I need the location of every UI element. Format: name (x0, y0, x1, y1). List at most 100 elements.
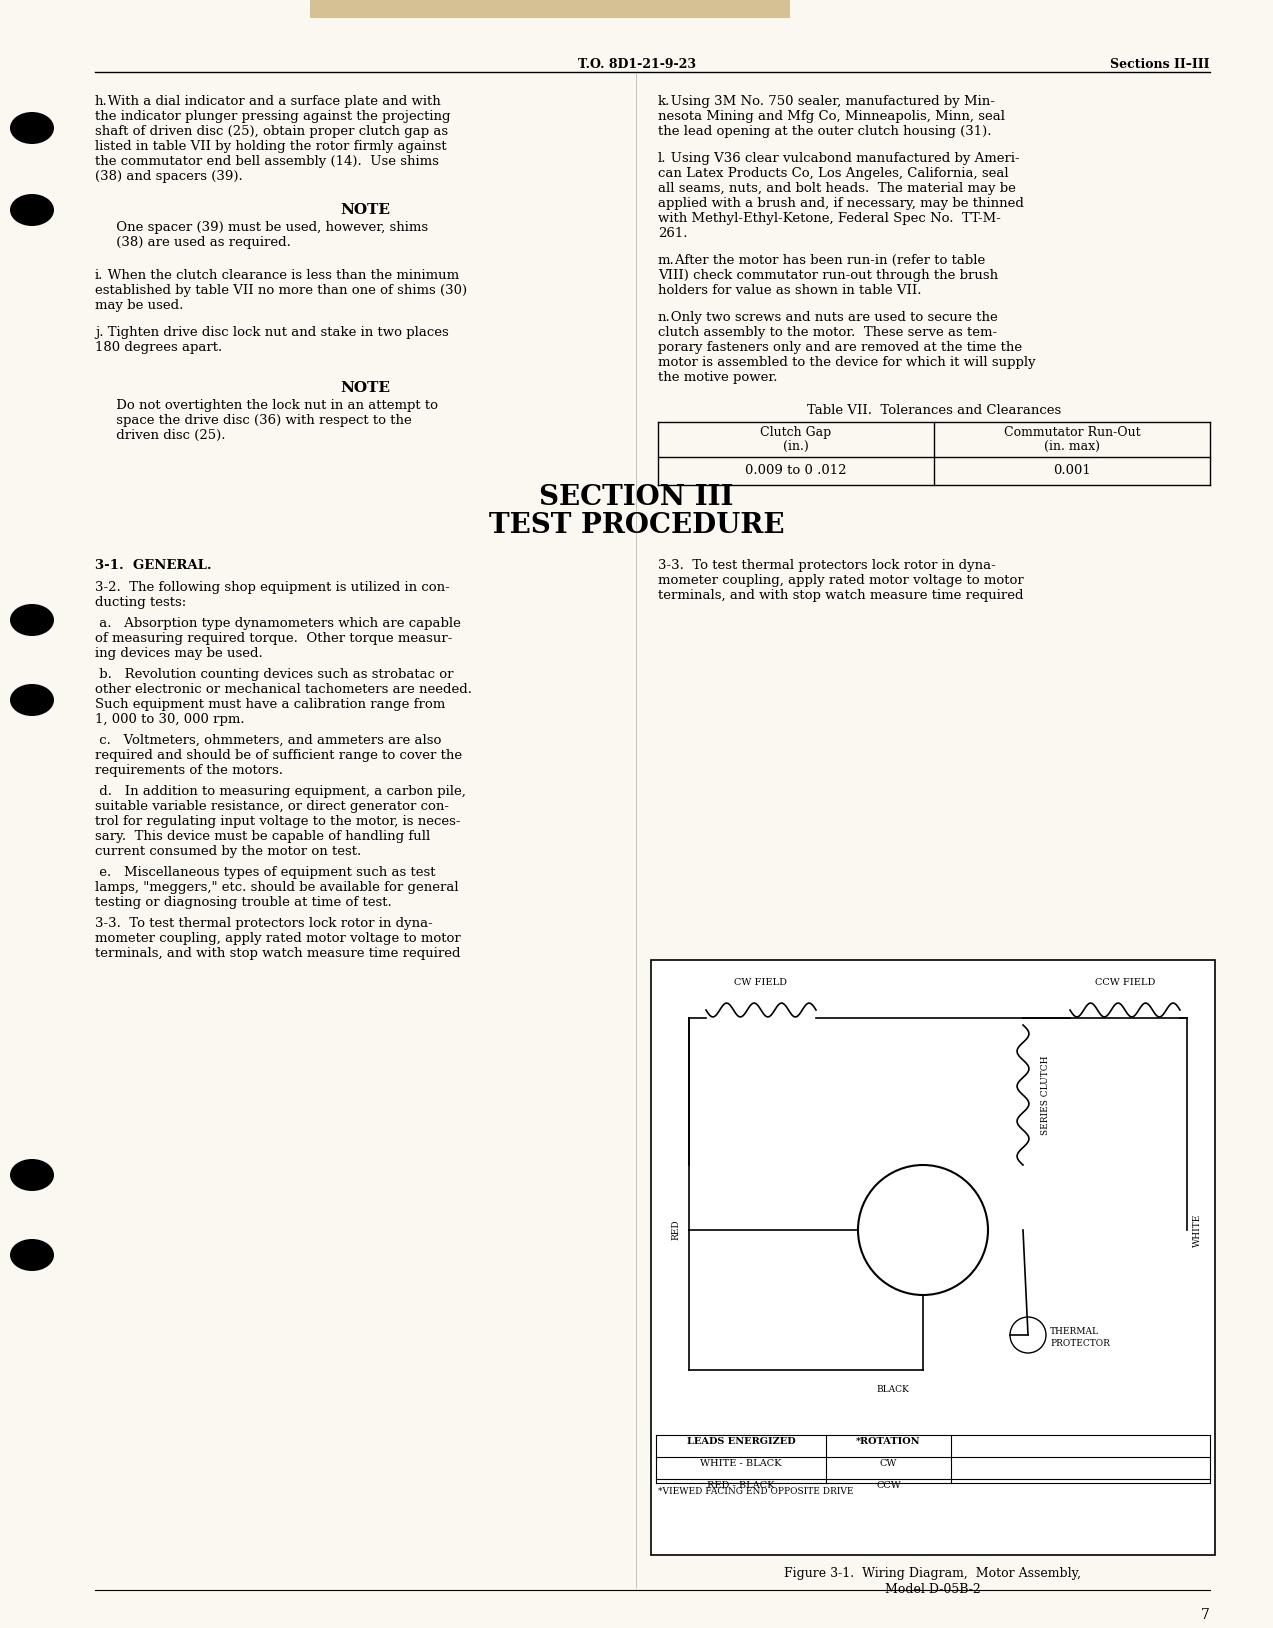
Text: porary fasteners only and are removed at the time the: porary fasteners only and are removed at… (658, 340, 1022, 353)
Text: RED: RED (671, 1219, 681, 1241)
Text: trol for regulating input voltage to the motor, is neces-: trol for regulating input voltage to the… (95, 816, 461, 829)
Text: LEADS ENERGIZED: LEADS ENERGIZED (686, 1438, 796, 1446)
Text: can Latex Products Co, Los Angeles, California, seal: can Latex Products Co, Los Angeles, Cali… (658, 168, 1008, 181)
Text: established by table VII no more than one of shims (30): established by table VII no more than on… (95, 283, 467, 296)
Ellipse shape (10, 1159, 53, 1192)
Text: Using 3M No. 750 sealer, manufactured by Min-: Using 3M No. 750 sealer, manufactured by… (658, 94, 995, 107)
Ellipse shape (10, 604, 53, 637)
Text: BLACK: BLACK (877, 1385, 909, 1394)
Text: all seams, nuts, and bolt heads.  The material may be: all seams, nuts, and bolt heads. The mat… (658, 182, 1016, 195)
Text: applied with a brush and, if necessary, may be thinned: applied with a brush and, if necessary, … (658, 197, 1023, 210)
Text: 3-3.  To test thermal protectors lock rotor in dyna-: 3-3. To test thermal protectors lock rot… (95, 917, 433, 930)
Text: l.: l. (658, 151, 667, 164)
Text: required and should be of sufficient range to cover the: required and should be of sufficient ran… (95, 749, 462, 762)
Text: nesota Mining and Mfg Co, Minneapolis, Minn, seal: nesota Mining and Mfg Co, Minneapolis, M… (658, 111, 1004, 124)
Text: WHITE - BLACK: WHITE - BLACK (700, 1459, 782, 1468)
Text: mometer coupling, apply rated motor voltage to motor: mometer coupling, apply rated motor volt… (658, 575, 1023, 588)
Text: c.   Voltmeters, ohmmeters, and ammeters are also: c. Voltmeters, ohmmeters, and ammeters a… (95, 734, 442, 747)
Text: VIII) check commutator run-out through the brush: VIII) check commutator run-out through t… (658, 269, 998, 282)
Text: *VIEWED FACING END OPPOSITE DRIVE: *VIEWED FACING END OPPOSITE DRIVE (658, 1486, 853, 1496)
Text: After the motor has been run-in (refer to table: After the motor has been run-in (refer t… (658, 254, 985, 267)
Text: 3-2.  The following shop equipment is utilized in con-: 3-2. The following shop equipment is uti… (95, 581, 449, 594)
Text: THERMAL: THERMAL (1050, 1327, 1099, 1337)
Text: When the clutch clearance is less than the minimum: When the clutch clearance is less than t… (95, 269, 460, 282)
Circle shape (1009, 1317, 1046, 1353)
Text: terminals, and with stop watch measure time required: terminals, and with stop watch measure t… (95, 947, 461, 961)
Ellipse shape (10, 112, 53, 143)
Text: clutch assembly to the motor.  These serve as tem-: clutch assembly to the motor. These serv… (658, 326, 997, 339)
Text: b.   Revolution counting devices such as strobatac or: b. Revolution counting devices such as s… (95, 667, 453, 681)
Text: Figure 3-1.  Wiring Diagram,  Motor Assembly,: Figure 3-1. Wiring Diagram, Motor Assemb… (784, 1568, 1082, 1581)
Text: of measuring required torque.  Other torque measur-: of measuring required torque. Other torq… (95, 632, 452, 645)
Text: the motive power.: the motive power. (658, 371, 778, 384)
Text: holders for value as shown in table VII.: holders for value as shown in table VII. (658, 283, 922, 296)
Text: Using V36 clear vulcabond manufactured by Ameri-: Using V36 clear vulcabond manufactured b… (658, 151, 1020, 164)
Text: other electronic or mechanical tachometers are needed.: other electronic or mechanical tachomete… (95, 684, 472, 697)
Text: the commutator end bell assembly (14).  Use shims: the commutator end bell assembly (14). U… (95, 155, 439, 168)
Text: T.O. 8D1-21-9-23: T.O. 8D1-21-9-23 (578, 59, 695, 72)
Text: space the drive disc (36) with respect to the: space the drive disc (36) with respect t… (95, 414, 411, 427)
Text: may be used.: may be used. (95, 300, 183, 313)
Bar (311, 0, 791, 18)
Text: d.   In addition to measuring equipment, a carbon pile,: d. In addition to measuring equipment, a… (95, 785, 466, 798)
Text: ducting tests:: ducting tests: (95, 596, 186, 609)
Text: m.: m. (658, 254, 675, 267)
Text: PROTECTOR: PROTECTOR (1050, 1338, 1110, 1348)
Text: 7: 7 (1202, 1608, 1211, 1621)
Text: the indicator plunger pressing against the projecting: the indicator plunger pressing against t… (95, 111, 451, 124)
Text: NOTE: NOTE (340, 381, 391, 396)
Text: e.   Miscellaneous types of equipment such as test: e. Miscellaneous types of equipment such… (95, 866, 435, 879)
Text: 0.009 to 0 .012: 0.009 to 0 .012 (745, 464, 847, 477)
Text: Sections II–III: Sections II–III (1110, 59, 1211, 72)
Text: i.: i. (95, 269, 103, 282)
Text: shaft of driven disc (25), obtain proper clutch gap as: shaft of driven disc (25), obtain proper… (95, 125, 448, 138)
Text: n.: n. (658, 311, 671, 324)
Text: Only two screws and nuts are used to secure the: Only two screws and nuts are used to sec… (658, 311, 998, 324)
Text: listed in table VII by holding the rotor firmly against: listed in table VII by holding the rotor… (95, 140, 447, 153)
Text: current consumed by the motor on test.: current consumed by the motor on test. (95, 845, 362, 858)
Text: NOTE: NOTE (340, 204, 391, 217)
Text: Table VII.  Tolerances and Clearances: Table VII. Tolerances and Clearances (807, 404, 1062, 417)
Text: motor is assembled to the device for which it will supply: motor is assembled to the device for whi… (658, 357, 1036, 370)
Text: (38) are used as required.: (38) are used as required. (95, 236, 290, 249)
Text: With a dial indicator and a surface plate and with: With a dial indicator and a surface plat… (95, 94, 440, 107)
Text: SERIES CLUTCH: SERIES CLUTCH (1041, 1055, 1050, 1135)
Text: RED - BLACK: RED - BLACK (708, 1481, 775, 1490)
Text: 180 degrees apart.: 180 degrees apart. (95, 340, 223, 353)
Text: 3-1.  GENERAL.: 3-1. GENERAL. (95, 558, 211, 571)
Text: (in.): (in.) (783, 440, 808, 453)
Text: *ROTATION: *ROTATION (857, 1438, 920, 1446)
Text: (in. max): (in. max) (1044, 440, 1100, 453)
Text: Tighten drive disc lock nut and stake in two places: Tighten drive disc lock nut and stake in… (95, 326, 449, 339)
Text: WHITE: WHITE (1193, 1213, 1202, 1247)
Text: CCW FIELD: CCW FIELD (1095, 978, 1155, 987)
Text: driven disc (25).: driven disc (25). (95, 430, 225, 441)
Text: CCW: CCW (876, 1481, 901, 1490)
Text: 3-3.  To test thermal protectors lock rotor in dyna-: 3-3. To test thermal protectors lock rot… (658, 558, 995, 571)
Text: Clutch Gap: Clutch Gap (760, 427, 831, 440)
Text: sary.  This device must be capable of handling full: sary. This device must be capable of han… (95, 830, 430, 843)
Text: One spacer (39) must be used, however, shims: One spacer (39) must be used, however, s… (95, 221, 428, 234)
Ellipse shape (10, 1239, 53, 1271)
Text: SECTION III: SECTION III (540, 484, 733, 511)
Text: h.: h. (95, 94, 108, 107)
Text: Model D-05B-2: Model D-05B-2 (885, 1582, 981, 1595)
Text: Such equipment must have a calibration range from: Such equipment must have a calibration r… (95, 698, 446, 711)
Text: 0.001: 0.001 (1053, 464, 1091, 477)
Text: ing devices may be used.: ing devices may be used. (95, 646, 262, 659)
Circle shape (858, 1166, 988, 1294)
Text: a.   Absorption type dynamometers which are capable: a. Absorption type dynamometers which ar… (95, 617, 461, 630)
Text: requirements of the motors.: requirements of the motors. (95, 764, 283, 777)
Text: testing or diagnosing trouble at time of test.: testing or diagnosing trouble at time of… (95, 895, 392, 908)
Text: CW: CW (880, 1459, 897, 1468)
Text: mometer coupling, apply rated motor voltage to motor: mometer coupling, apply rated motor volt… (95, 931, 461, 944)
Ellipse shape (10, 684, 53, 716)
Ellipse shape (10, 194, 53, 226)
Text: (38) and spacers (39).: (38) and spacers (39). (95, 169, 243, 182)
Text: suitable variable resistance, or direct generator con-: suitable variable resistance, or direct … (95, 799, 449, 812)
Text: j.: j. (95, 326, 103, 339)
Text: terminals, and with stop watch measure time required: terminals, and with stop watch measure t… (658, 589, 1023, 602)
Text: 1, 000 to 30, 000 rpm.: 1, 000 to 30, 000 rpm. (95, 713, 244, 726)
Text: Do not overtighten the lock nut in an attempt to: Do not overtighten the lock nut in an at… (95, 399, 438, 412)
Text: CW FIELD: CW FIELD (735, 978, 788, 987)
